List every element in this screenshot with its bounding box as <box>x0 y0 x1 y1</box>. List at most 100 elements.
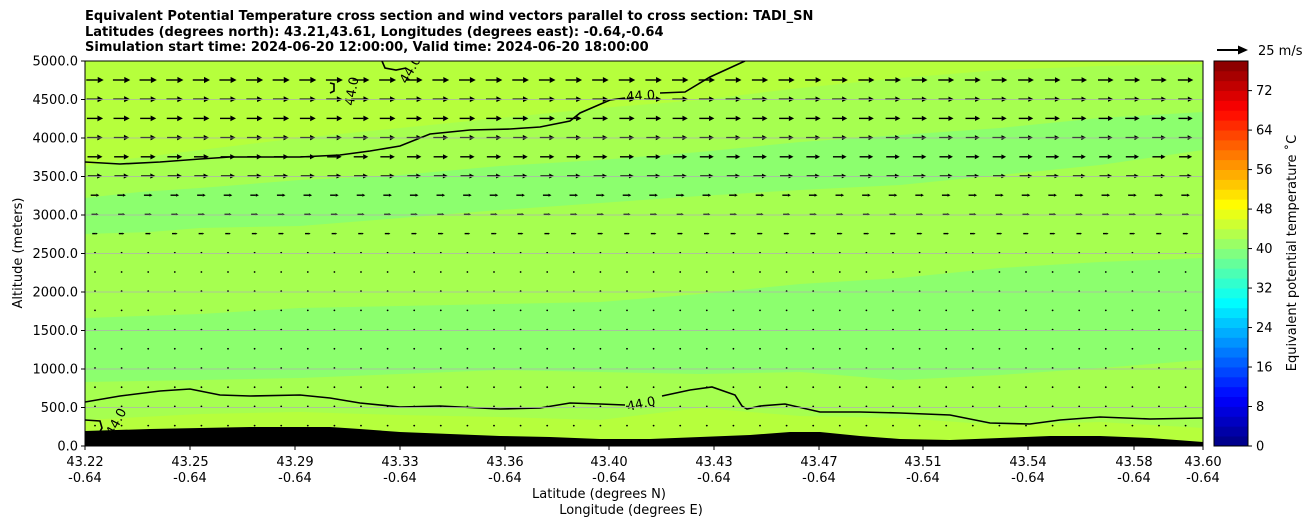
wind-vector <box>732 309 735 312</box>
wind-vector-head <box>1160 193 1164 197</box>
wind-vector <box>732 367 735 369</box>
wind-vector-head <box>1161 77 1167 83</box>
wind-vector <box>812 271 815 273</box>
wind-vector <box>306 405 309 408</box>
wind-vector <box>679 405 682 408</box>
wind-vector <box>971 309 974 312</box>
wind-vector-head <box>1108 77 1114 83</box>
wind-vector-head <box>574 232 577 235</box>
wind-vector-head <box>681 232 683 235</box>
wind-vector-head <box>389 154 395 160</box>
y-tick-label: 5000.0 <box>33 55 79 70</box>
wind-vector <box>945 271 948 273</box>
wind-vector <box>1051 328 1054 331</box>
wind-vector <box>386 309 389 312</box>
wind-vector-head <box>628 193 632 197</box>
wind-vector <box>546 424 549 427</box>
wind-vector <box>812 347 815 350</box>
wind-vector <box>200 424 203 427</box>
wind-vector <box>227 405 229 408</box>
wind-vector-head <box>1000 232 1003 235</box>
wind-vector-head <box>973 232 976 235</box>
wind-vector <box>1051 309 1054 312</box>
wind-vector <box>94 271 96 273</box>
wind-vector <box>413 328 416 331</box>
colorbar-segment <box>1214 61 1248 72</box>
wind-vector-head <box>762 154 767 160</box>
wind-vector-head <box>257 76 264 84</box>
wind-vector-head <box>654 232 657 235</box>
wind-vector-head <box>708 173 714 179</box>
wind-vector <box>1131 386 1134 389</box>
wind-vector-head <box>761 173 767 179</box>
wind-vector <box>200 386 203 389</box>
wind-vector <box>1184 328 1187 331</box>
wind-vector-head <box>548 193 552 197</box>
wind-vector-head <box>814 193 818 197</box>
wind-vector-head <box>575 154 581 160</box>
wind-vector-head <box>1187 115 1193 121</box>
wind-vector-head <box>122 193 126 197</box>
wind-vector <box>971 328 974 331</box>
quiver-key-arrow-head <box>1238 45 1248 55</box>
colorbar-segment <box>1214 337 1248 348</box>
wind-vector <box>360 328 362 331</box>
wind-vector <box>892 328 894 331</box>
colorbar-segment <box>1214 416 1248 427</box>
colorbar-segment <box>1214 159 1248 170</box>
wind-vector-head <box>762 77 769 83</box>
wind-vector <box>1158 386 1160 389</box>
wind-vector-head <box>602 173 608 179</box>
wind-vector <box>439 309 442 312</box>
wind-vector-head <box>416 115 423 122</box>
wind-vector-head <box>921 173 927 179</box>
wind-vector <box>652 386 655 389</box>
wind-vector <box>227 347 229 350</box>
wind-vector <box>1158 424 1160 427</box>
colorbar-segment <box>1214 376 1248 388</box>
wind-vector <box>679 386 682 389</box>
x-tick-label-lon: -0.64 <box>68 471 102 486</box>
wind-vector <box>1078 328 1081 331</box>
wind-vector-head <box>1080 193 1084 197</box>
wind-vector <box>572 386 575 389</box>
wind-vector <box>1051 347 1054 350</box>
x-tick-label-lon: -0.64 <box>802 471 836 486</box>
wind-vector <box>147 309 150 312</box>
wind-vector <box>572 367 575 369</box>
wind-vector <box>838 424 841 427</box>
x-tick-label-lat: 43.51 <box>904 455 941 470</box>
wind-vector-head <box>149 193 153 197</box>
wind-vector-head <box>496 115 502 122</box>
wind-vector <box>1104 367 1107 369</box>
wind-vector <box>546 309 549 312</box>
wind-vector <box>865 405 868 408</box>
contour-upper <box>85 97 626 165</box>
wind-vector-head <box>1159 232 1162 235</box>
y-tick-label: 3500.0 <box>33 170 79 185</box>
wind-vector-head <box>255 232 258 235</box>
wind-vector-head <box>176 193 180 197</box>
x-tick-label-lat: 43.60 <box>1184 455 1221 470</box>
wind-vector-head <box>920 232 923 235</box>
wind-vector-head <box>575 173 581 179</box>
wind-vector <box>1131 424 1134 427</box>
wind-vector <box>253 271 256 273</box>
x-tick-label-lon: -0.64 <box>488 471 522 486</box>
terrain <box>85 427 1203 446</box>
colorbar-segment <box>1214 110 1248 121</box>
colorbar-segment <box>1214 386 1248 398</box>
wind-vector-head <box>735 77 742 83</box>
wind-vector <box>280 271 283 273</box>
wind-vector <box>1051 271 1054 273</box>
x-axis-label-longitude: Longitude (degrees E) <box>559 503 703 518</box>
wind-vector <box>1131 271 1134 273</box>
wind-vector <box>227 367 229 369</box>
wind-vector-head <box>441 232 444 235</box>
title-line-2: Latitudes (degrees north): 43.21,43.61, … <box>85 24 664 40</box>
wind-vector-head <box>894 193 898 197</box>
wind-vector-head <box>150 115 157 122</box>
wind-vector-head <box>629 154 635 160</box>
wind-vector <box>918 386 921 389</box>
wind-vector <box>599 347 602 350</box>
